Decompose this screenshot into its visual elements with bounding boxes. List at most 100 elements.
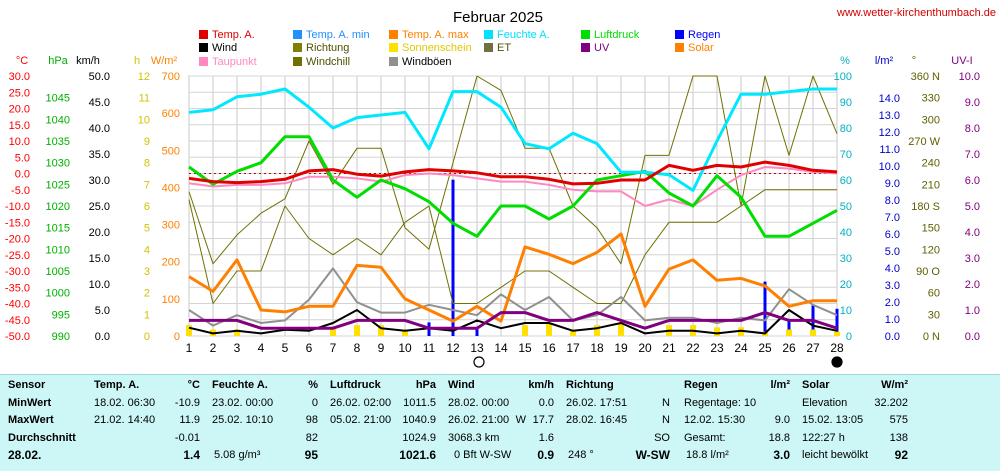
dir-avg: SO — [654, 431, 670, 444]
right-axis-tick: 11.0 — [879, 144, 900, 156]
solar-elev-label: Elevation — [802, 396, 848, 409]
rain-bar — [835, 308, 839, 336]
right-axis-tick: 2.0 — [885, 297, 900, 309]
left-axis-tick: 100 — [162, 294, 180, 306]
temp-max: 11.9 — [179, 414, 200, 427]
left-axis-tick: -15.0 — [5, 217, 30, 229]
right-axis-tick: 300 — [922, 114, 940, 126]
right-axis-tick: 150 — [922, 223, 940, 235]
sunshine-bar — [786, 329, 792, 336]
x-tick-label: 6 — [306, 341, 313, 355]
stats-humidity: Feuchte A.% 23.02. 00:00 0 25.02. 10:10 98… — [212, 375, 318, 471]
wind-max: 17.7 — [532, 414, 554, 427]
legend-label: Wind — [212, 42, 237, 54]
x-tick-label: 5 — [282, 341, 289, 355]
dewpoint-line — [188, 166, 838, 207]
legend-swatch — [199, 30, 208, 39]
left-axis-tick: -35.0 — [5, 282, 30, 294]
hum-max: 98 — [305, 414, 318, 427]
legend-swatch — [293, 43, 302, 52]
press-min: 1011.5 — [403, 396, 436, 409]
legend-swatch — [484, 43, 493, 52]
left-axis-tick: 30.0 — [9, 71, 30, 83]
hum-min-time: 23.02. 00:00 — [212, 396, 274, 409]
x-tick-label: 3 — [234, 341, 241, 355]
press-max: 1040.9 — [402, 414, 436, 427]
hum-title: Feuchte A. — [212, 379, 268, 391]
wind-bft: 0 Bft W-SW — [454, 449, 512, 462]
hum-max-time: 25.02. 10:10 — [212, 414, 274, 427]
right-axis-tick: 1.0 — [885, 314, 900, 326]
full-moon-icon — [473, 356, 485, 368]
stats-solar: Solar W/m² Elevation 32.202 15.02. 13:05 57… — [802, 375, 908, 471]
x-tick-label: 17 — [566, 341, 580, 355]
rain-max-time: 12.02. 15:30 — [684, 414, 746, 427]
sunshine-bar — [402, 329, 408, 336]
press-min-time: 26.02. 02:00 — [330, 396, 392, 409]
left-axis-tick: 1040 — [46, 114, 70, 126]
website-link[interactable]: www.wetter-kirchenthumbach.de — [836, 7, 996, 19]
right-axis-tick: 9.0 — [885, 178, 900, 190]
left-axis-tick: 10.0 — [9, 136, 30, 148]
left-axis-tick: 5.0 — [95, 305, 110, 317]
sunshine-bar — [234, 329, 240, 336]
stats-pressure: Luftdruck hPa 26.02. 02:00 1011.5 05.02. 2… — [330, 375, 436, 471]
weather-chart: Februar 2025 www.wetter-kirchenthumbach.… — [5, 7, 996, 368]
solar-condition: leicht bewölkt — [802, 449, 869, 462]
left-axis-tick: 2 — [144, 288, 150, 300]
sunshine-bar — [546, 323, 552, 336]
left-axis-tick: 12 — [138, 71, 150, 83]
rain-bar — [787, 319, 791, 336]
solar-elev: 32.202 — [874, 396, 908, 409]
left-axis-tick: -10.0 — [5, 201, 30, 213]
right-axis-tick: 30 — [840, 253, 852, 265]
right-axis-tick: 270 W — [908, 136, 940, 148]
sunshine-bar — [186, 325, 192, 336]
left-axis-tick: 11 — [139, 93, 150, 105]
right-axis-tick: 70 — [840, 149, 852, 161]
legend-label: ET — [497, 42, 511, 54]
temp-current: 1.4 — [183, 448, 200, 463]
rain-bar — [451, 179, 455, 336]
left-axis-tick: 3 — [144, 266, 150, 278]
right-axis-tick: 5.0 — [885, 246, 900, 258]
right-axis-tick: 0.0 — [965, 331, 980, 343]
sunshine-bar — [378, 325, 384, 336]
rain-title: Regen — [684, 379, 718, 391]
rain-current: 3.0 — [773, 448, 790, 463]
right-axis-tick: 240 — [922, 158, 940, 170]
right-axis-tick: 7.0 — [885, 212, 900, 224]
left-axis-tick: 20.0 — [9, 104, 30, 116]
solar-max: 575 — [889, 414, 908, 427]
right-axis-tick: 3.0 — [885, 280, 900, 292]
press-current: 1021.6 — [399, 448, 436, 463]
right-axis-tick: 80 — [840, 123, 852, 135]
left-axis-tick: 4 — [144, 244, 150, 256]
solar-title: Solar — [802, 379, 830, 391]
right-axis-tick: 2.0 — [965, 279, 980, 291]
left-axis-tick: 1045 — [46, 93, 70, 105]
right-axis-tick: 10.0 — [879, 161, 900, 173]
wind-current: 0.9 — [537, 448, 554, 463]
left-axis-tick: 5.0 — [15, 152, 30, 164]
stats-wind: Wind km/h 28.02. 00:00 0.0 26.02. 21:00 W 17… — [448, 375, 554, 471]
left-axis-tick: 600 — [162, 108, 180, 120]
hum-unit: % — [308, 379, 318, 391]
temperature-line — [188, 160, 838, 186]
left-axis-unit: W/m² — [151, 55, 178, 67]
left-axis-tick: -25.0 — [5, 250, 30, 262]
legend-label: Feuchte A. — [497, 29, 550, 41]
label-maxwert: MaxWert — [8, 414, 54, 427]
legend-swatch — [675, 43, 684, 52]
right-axis-tick: 20 — [840, 279, 852, 291]
right-axis-tick: 5.0 — [965, 201, 980, 213]
hum-min: 0 — [311, 396, 318, 409]
x-tick-label: 24 — [734, 341, 748, 355]
right-axis-tick: 6.0 — [965, 175, 980, 187]
sunshine-bar — [810, 329, 816, 336]
stats-row-labels: Sensor MinWert MaxWert Durchschnitt 28.0… — [8, 375, 90, 471]
temp-min: -10.9 — [174, 396, 200, 409]
left-axis-tick: 8 — [144, 158, 150, 170]
right-axis-tick: 180 S — [911, 201, 940, 213]
legend-swatch — [293, 30, 302, 39]
